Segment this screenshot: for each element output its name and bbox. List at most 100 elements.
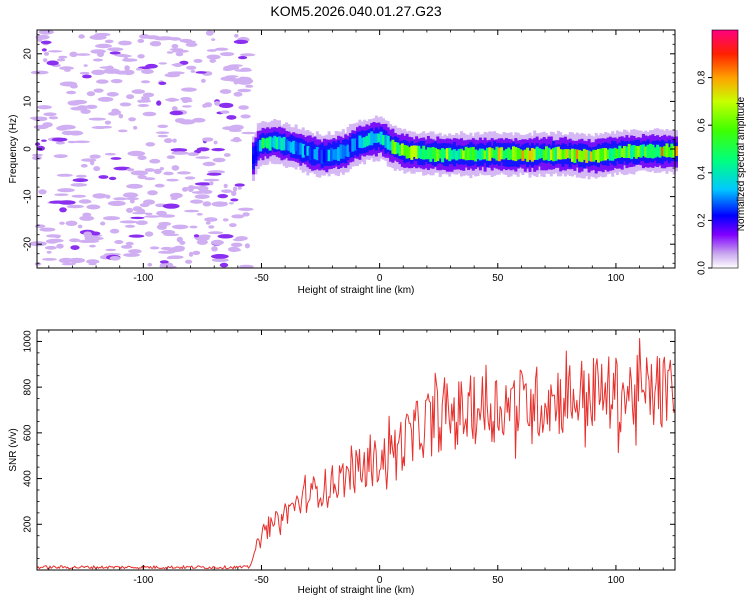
noise-blob: [35, 142, 41, 146]
noise-blob: [59, 66, 74, 71]
noise-blob: [91, 69, 106, 76]
noise-blob: [195, 71, 207, 74]
noise-blob: [229, 124, 244, 131]
noise-blob: [55, 141, 66, 145]
ridge-core: [476, 150, 480, 159]
ridge-core: [467, 147, 471, 161]
ridge-core: [436, 149, 440, 162]
noise-blob: [156, 100, 162, 106]
noise-blob: [158, 62, 167, 65]
noise-blob: [67, 100, 81, 106]
noise-blob: [97, 96, 114, 102]
noise-blob: [137, 175, 147, 179]
ridge-core: [348, 141, 352, 152]
noise-blob: [209, 181, 214, 186]
noise-blob: [110, 157, 122, 160]
ridge-core: [280, 137, 284, 151]
noise-blob: [239, 264, 254, 269]
ridge-core: [405, 145, 409, 159]
noise-blob: [123, 253, 140, 257]
noise-blob: [170, 196, 179, 200]
noise-blob: [228, 202, 234, 205]
ridge-core: [464, 146, 468, 161]
ridge-core: [566, 149, 570, 159]
noise-blob: [135, 220, 148, 225]
noise-blob: [190, 70, 196, 73]
noise-blob: [189, 225, 198, 229]
noise-blob: [159, 167, 164, 171]
noise-blob: [193, 234, 200, 238]
noise-blob: [48, 116, 59, 120]
noise-blob: [78, 34, 85, 39]
noise-blob: [107, 47, 124, 52]
ridge-core: [289, 142, 293, 153]
noise-blob: [210, 239, 224, 246]
noise-blob: [234, 248, 241, 252]
ridge-core: [561, 149, 565, 160]
noise-blob: [139, 203, 150, 208]
noise-blob: [217, 194, 228, 199]
noise-blob: [124, 224, 136, 228]
noise-blob: [237, 79, 252, 85]
ridge-core: [282, 136, 286, 151]
noise-blob: [187, 152, 199, 157]
noise-blob: [219, 262, 229, 268]
spectrogram-x-ticks: -100 -50 0 50 100: [48, 30, 664, 284]
spectrogram-x-label: Height of straight line (km): [298, 285, 415, 296]
noise-blob: [56, 58, 66, 62]
noise-blob: [141, 96, 150, 102]
noise-blob: [51, 137, 68, 142]
ridge-core: [535, 146, 539, 160]
ridge-core: [384, 134, 388, 148]
noise-blob: [59, 207, 67, 213]
noise-blob: [194, 194, 210, 200]
noise-blob: [212, 157, 226, 163]
ridge-core: [509, 149, 513, 160]
noise-blob: [144, 231, 154, 237]
noise-blob: [104, 39, 114, 44]
noise-blob: [232, 136, 241, 143]
noise-blob: [104, 120, 111, 125]
noise-blob: [138, 100, 143, 103]
noise-blob: [122, 192, 139, 198]
ridge-core: [287, 140, 291, 151]
noise-blob: [154, 183, 165, 188]
noise-blob: [128, 234, 145, 238]
noise-blob: [156, 224, 167, 230]
ridge-core: [549, 149, 553, 161]
ridge-core: [337, 147, 341, 161]
noise-blob: [186, 65, 197, 70]
ridge-core: [615, 148, 619, 159]
colorbar-tick-label: 0.6: [697, 118, 708, 132]
noise-blob: [171, 106, 178, 112]
ridge-core: [285, 139, 289, 151]
ridge-core: [486, 147, 489, 161]
noise-blob: [36, 145, 45, 151]
ridge-core: [429, 147, 433, 162]
ridge-core: [620, 148, 624, 158]
noise-blob: [119, 102, 132, 107]
ridge-core: [412, 145, 416, 157]
ridge-core: [270, 137, 274, 148]
noise-blob: [32, 117, 48, 122]
noise-blob: [119, 220, 138, 224]
snr-y-tick-label: 1000: [23, 330, 34, 353]
ridge-core: [452, 149, 456, 160]
noise-blob: [192, 250, 201, 255]
ridge-core: [597, 149, 600, 163]
noise-blob: [103, 253, 121, 256]
noise-blob: [211, 38, 216, 41]
noise-blob: [118, 113, 124, 119]
ridge-core: [495, 146, 499, 161]
noise-blob: [130, 216, 145, 220]
noise-blob: [149, 158, 161, 164]
ridge-core: [630, 145, 634, 160]
noise-blob: [67, 140, 77, 144]
spec-y-tick-label: 10: [23, 95, 34, 107]
ridge-core: [256, 141, 260, 152]
ridge-core: [441, 148, 445, 163]
ridge-core: [434, 147, 437, 162]
noise-blob: [41, 48, 47, 52]
ridge-core: [651, 144, 655, 159]
noise-blob: [192, 117, 206, 123]
